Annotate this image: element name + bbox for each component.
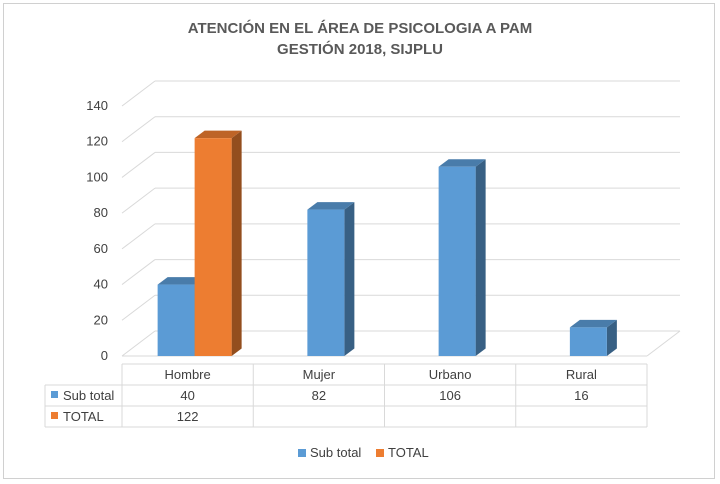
gridline-diag (121, 330, 156, 357)
y-tick-label: 60 (94, 241, 108, 256)
bar-top (569, 319, 617, 328)
gridline-diag (121, 259, 156, 285)
legend-label: TOTAL (388, 445, 429, 460)
bar-top (157, 277, 205, 285)
table-cell: 122 (177, 409, 199, 424)
category-label: Hombre (165, 367, 211, 382)
table-cell: 16 (574, 388, 588, 403)
y-tick-label: 80 (94, 205, 108, 220)
y-tick-label: 40 (94, 277, 108, 292)
bar-side (475, 159, 486, 356)
bar-total-hombre (194, 138, 232, 356)
chart-subtitle: GESTIÓN 2018, SIJPLU (277, 40, 443, 58)
table-legend-key (51, 391, 58, 398)
y-tick-label: 120 (86, 134, 108, 149)
gridline-diag (121, 294, 156, 321)
legend-label: Sub total (310, 445, 361, 460)
category-label: Rural (566, 367, 597, 382)
bar-side (344, 202, 355, 356)
bar-top (194, 130, 242, 139)
gridline-diag (121, 152, 156, 178)
table-cell: 82 (312, 388, 326, 403)
table-legend-key (51, 412, 58, 419)
legend-swatch (376, 449, 384, 457)
bar-sub-total-hombre (157, 284, 195, 356)
legend-swatch (298, 449, 306, 457)
category-label: Mujer (303, 367, 336, 382)
bar-top (438, 159, 486, 167)
gridline-diag (121, 116, 156, 143)
bar-sub-total-mujer (307, 209, 345, 356)
bar-side (606, 319, 617, 356)
bar-top (307, 202, 355, 210)
bar-sub-total-rural (569, 327, 607, 356)
gridline-diag (121, 223, 156, 250)
bar-side (231, 130, 242, 356)
y-tick-label: 100 (86, 169, 108, 184)
gridline-diag (121, 80, 156, 107)
table-series-name: TOTAL (63, 409, 104, 424)
bar-sub-total-urbano (438, 166, 476, 356)
table-cell: 40 (180, 388, 194, 403)
y-tick-label: 0 (101, 348, 108, 363)
y-tick-label: 20 (94, 312, 108, 327)
table-cell: 106 (439, 388, 461, 403)
category-label: Urbano (429, 367, 472, 382)
chart-title: ATENCIÓN EN EL ÁREA DE PSICOLOGIA A PAM (188, 19, 532, 37)
y-tick-label: 140 (86, 98, 108, 113)
floor-side (646, 330, 681, 357)
table-series-name: Sub total (63, 388, 114, 403)
gridline-diag (121, 187, 156, 214)
